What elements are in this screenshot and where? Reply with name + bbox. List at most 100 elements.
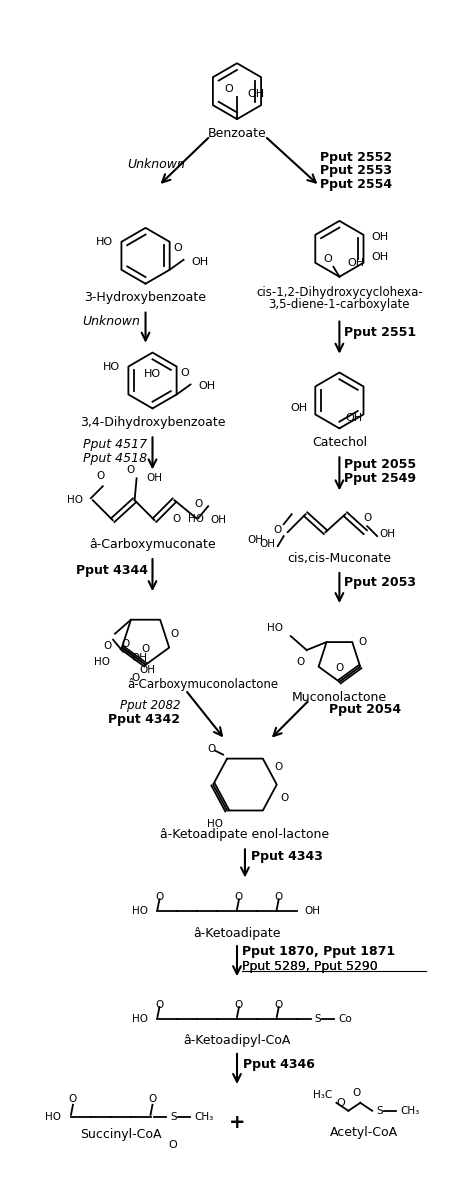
Text: Pput 2553: Pput 2553 (319, 164, 392, 177)
Text: HO: HO (131, 1015, 147, 1024)
Text: O: O (335, 663, 344, 672)
Text: Pput 2551: Pput 2551 (345, 327, 417, 339)
Text: O: O (281, 792, 289, 803)
Text: CH₃: CH₃ (194, 1112, 213, 1121)
Text: 3,5-diene-1-carboxylate: 3,5-diene-1-carboxylate (269, 298, 410, 311)
Text: O: O (168, 1139, 177, 1150)
Text: OH: OH (347, 258, 365, 267)
Text: O: O (235, 892, 243, 903)
Text: Pput 2054: Pput 2054 (329, 703, 401, 716)
Text: HO: HO (67, 495, 83, 505)
Text: Pput 5289, Pput 5290: Pput 5289, Pput 5290 (242, 960, 378, 973)
Text: OH: OH (305, 906, 320, 916)
Text: OH: OH (199, 381, 216, 392)
Text: HO: HO (267, 624, 283, 633)
Text: OH: OH (290, 404, 307, 413)
Text: Pput 2053: Pput 2053 (345, 575, 416, 588)
Text: HO: HO (45, 1112, 61, 1121)
Text: HO: HO (144, 368, 161, 379)
Text: 3,4-Dihydroxybenzoate: 3,4-Dihydroxybenzoate (80, 416, 225, 429)
Text: 3-Hydroxybenzoate: 3-Hydroxybenzoate (84, 291, 207, 304)
Text: OH: OH (247, 89, 264, 99)
Text: O: O (274, 1000, 283, 1010)
Text: OH: OH (260, 539, 276, 549)
Text: HO: HO (96, 236, 113, 247)
Text: Catechol: Catechol (312, 436, 367, 449)
Text: Pput 4517: Pput 4517 (83, 438, 147, 451)
Text: O: O (235, 1000, 243, 1010)
Text: S: S (376, 1106, 383, 1116)
Text: O: O (275, 762, 283, 771)
Text: Pput 5289, Pput 5290: Pput 5289, Pput 5290 (242, 960, 378, 973)
Text: O: O (207, 744, 215, 753)
Text: HO: HO (188, 514, 204, 524)
Text: O: O (155, 892, 164, 903)
Text: O: O (122, 639, 130, 649)
Text: O: O (172, 514, 181, 524)
Text: Pput 4344: Pput 4344 (75, 563, 147, 576)
Text: OH: OH (379, 529, 395, 539)
Text: Pput 1870, Pput 1871: Pput 1870, Pput 1871 (242, 944, 395, 958)
Text: OH: OH (191, 257, 209, 267)
Text: O: O (155, 1000, 164, 1010)
Text: O: O (336, 1098, 345, 1107)
Text: Pput 2082: Pput 2082 (120, 700, 180, 713)
Text: Pput 4342: Pput 4342 (109, 713, 180, 726)
Text: Unknown: Unknown (128, 158, 185, 171)
Text: cis,cis-Muconate: cis,cis-Muconate (287, 551, 392, 564)
Text: O: O (273, 525, 282, 535)
Text: Muconolactone: Muconolactone (292, 691, 387, 704)
Text: O: O (148, 1094, 156, 1104)
Text: Succinyl-CoA: Succinyl-CoA (80, 1129, 162, 1142)
Text: Pput 2554: Pput 2554 (319, 178, 392, 191)
Text: S: S (170, 1112, 177, 1121)
Text: â-Ketoadipate enol-lactone: â-Ketoadipate enol-lactone (160, 828, 329, 841)
Text: OH: OH (372, 232, 389, 242)
Text: OH: OH (372, 252, 389, 261)
Text: O: O (274, 892, 283, 903)
Text: HO: HO (207, 820, 223, 829)
Text: cis-1,2-Dihydroxycyclohexa-: cis-1,2-Dihydroxycyclohexa- (256, 286, 423, 299)
Text: O: O (225, 84, 233, 94)
Text: Benzoate: Benzoate (208, 127, 266, 139)
Text: OH: OH (146, 473, 163, 484)
Text: O: O (131, 672, 140, 683)
Text: â-Ketoadipyl-CoA: â-Ketoadipyl-CoA (183, 1035, 291, 1048)
Text: HO: HO (94, 657, 110, 666)
Text: O: O (323, 254, 332, 264)
Text: O: O (69, 1094, 77, 1104)
Text: O: O (103, 640, 111, 651)
Text: HO: HO (131, 906, 147, 916)
Text: O: O (194, 499, 202, 510)
Text: O: O (97, 472, 105, 481)
Text: OH: OH (346, 413, 363, 423)
Text: CH₃: CH₃ (400, 1106, 419, 1116)
Text: OH: OH (140, 664, 156, 675)
Text: O: O (141, 644, 150, 653)
Text: +: + (229, 1113, 245, 1132)
Text: O: O (358, 637, 366, 647)
Text: O: O (352, 1088, 360, 1098)
Text: Pput 2552: Pput 2552 (319, 151, 392, 164)
Text: OH: OH (210, 516, 226, 525)
Text: Unknown: Unknown (82, 315, 141, 328)
Text: O: O (180, 367, 189, 378)
Text: Pput 4343: Pput 4343 (251, 849, 323, 862)
Text: O: O (297, 657, 305, 666)
Text: Co: Co (338, 1015, 352, 1024)
Text: HO: HO (103, 361, 120, 372)
Text: Pput 2549: Pput 2549 (345, 472, 416, 485)
Text: Acetyl-CoA: Acetyl-CoA (330, 1126, 398, 1139)
Text: OH: OH (131, 652, 147, 663)
Text: OH: OH (248, 535, 264, 545)
Text: Pput 4518: Pput 4518 (83, 451, 147, 465)
Text: O: O (127, 466, 135, 475)
Text: O: O (363, 513, 371, 523)
Text: â-Carboxymuconolactone: â-Carboxymuconolactone (128, 678, 279, 691)
Text: Pput 2055: Pput 2055 (345, 457, 417, 470)
Text: O: O (171, 628, 179, 639)
Text: Pput 4346: Pput 4346 (243, 1059, 315, 1072)
Text: â-Ketoadipate: â-Ketoadipate (193, 927, 281, 940)
Text: S: S (315, 1015, 321, 1024)
Text: O: O (173, 242, 182, 253)
